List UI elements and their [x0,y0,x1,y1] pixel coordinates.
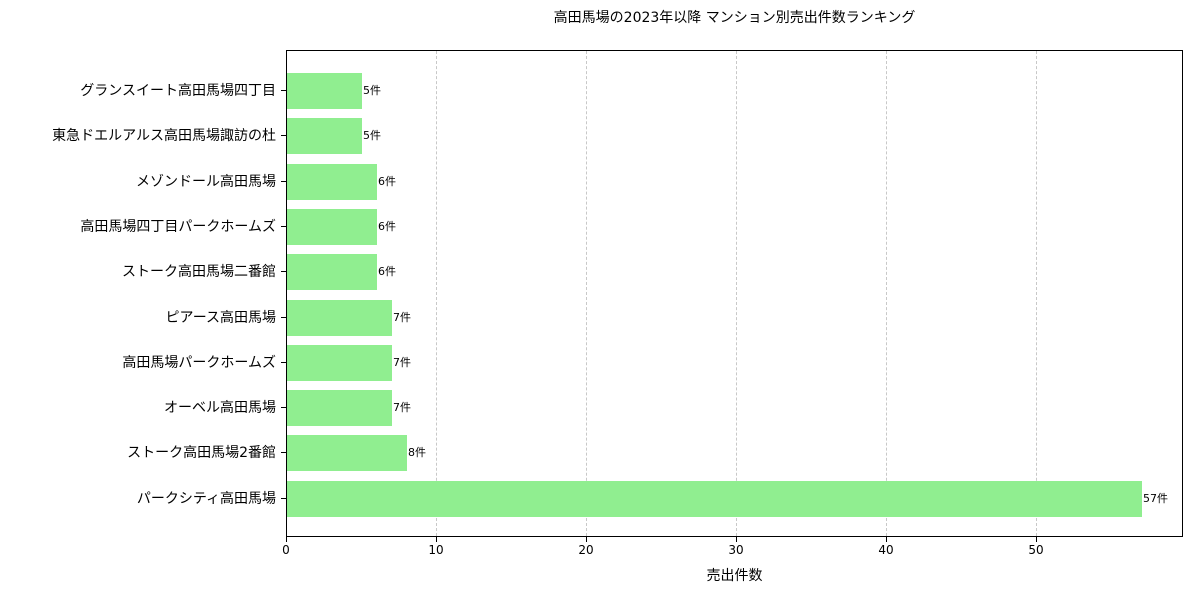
bar [287,344,392,381]
x-tick-mark [736,537,737,542]
x-tick-label: 0 [282,543,290,557]
y-tick-mark [281,271,286,272]
x-tick-label: 50 [1028,543,1044,557]
y-tick-mark [281,135,286,136]
x-tick-mark [286,537,287,542]
y-tick-label: ピアース高田馬場 [165,309,276,326]
bar [287,390,392,427]
y-tick-mark [281,452,286,453]
bar [287,163,377,200]
y-tick-mark [281,226,286,227]
bar-value-label: 6件 [378,174,396,188]
y-tick-label: オーベル高田馬場 [164,400,276,417]
bar-value-label: 6件 [378,265,396,279]
x-axis-label: 売出件数 [706,568,763,584]
y-tick-label: メゾンドール高田馬場 [136,173,276,190]
bar-value-label: 6件 [378,219,396,233]
y-tick-label: 東急ドエルアルス高田馬場諏訪の杜 [52,128,276,145]
y-tick-label: 高田馬場パークホームズ [122,354,276,371]
bar [287,208,377,245]
x-tick-mark [886,537,887,542]
x-tick-mark [436,537,437,542]
x-tick-label: 40 [878,543,894,557]
bar-value-label: 5件 [363,129,381,143]
x-tick-label: 30 [728,543,744,557]
bar [287,299,392,336]
plot-area: 5件 5件 6件 6件 6件 7件 7件 7件 8件 57件 [286,50,1183,537]
y-tick-mark [281,498,286,499]
gridline [586,51,587,536]
x-tick-mark [586,537,587,542]
y-tick-mark [281,181,286,182]
y-tick-mark [281,407,286,408]
bar-value-label: 7件 [393,355,411,369]
bar [287,118,362,155]
y-tick-label: グランスイート高田馬場四丁目 [80,83,276,99]
chart-title: 高田馬場の2023年以降 マンション別売出件数ランキング [553,10,916,26]
y-tick-label: パークシティ高田馬場 [136,490,276,507]
gridline [1036,51,1037,536]
gridline [886,51,887,536]
bar-value-label: 8件 [408,446,426,460]
bar-value-label: 57件 [1143,491,1168,505]
bar-value-label: 5件 [363,84,381,97]
x-tick-label: 20 [578,543,594,557]
y-tick-label: ストーク高田馬場二番館 [122,264,276,281]
gridline [436,51,437,536]
x-tick-label: 10 [428,543,444,557]
bar-value-label: 7件 [393,401,411,415]
bar [287,73,362,109]
x-tick-mark [1036,537,1037,542]
gridline [736,51,737,536]
y-tick-label: ストーク高田馬場2番館 [127,445,276,462]
y-tick-mark [281,362,286,363]
y-tick-mark [281,317,286,318]
bar [287,254,377,291]
bar-value-label: 7件 [393,310,411,324]
y-tick-mark [281,90,286,91]
bar [287,480,1142,517]
y-tick-label: 高田馬場四丁目パークホームズ [80,218,276,235]
bar [287,435,407,472]
